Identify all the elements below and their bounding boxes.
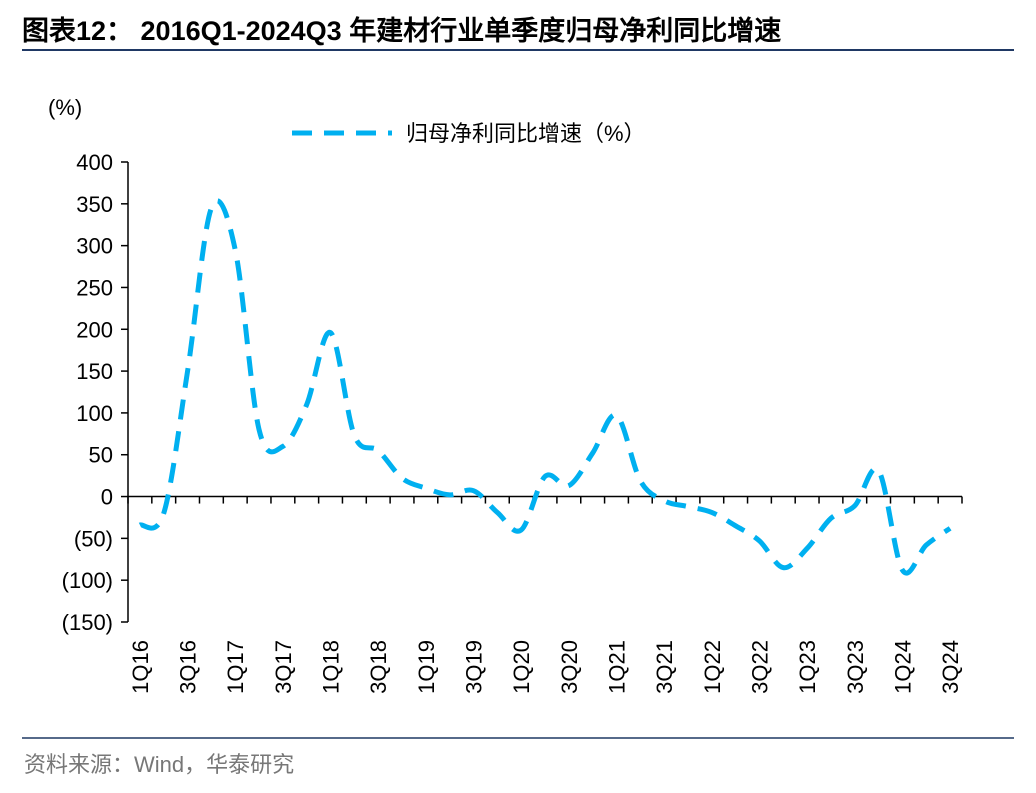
y-tick-label: 150 (76, 359, 113, 384)
y-tick-label: 400 (76, 150, 113, 175)
x-tick-label: 3Q24 (938, 640, 963, 694)
x-tick-label: 1Q23 (795, 640, 820, 694)
y-tick-label: 100 (76, 401, 113, 426)
y-tick-label: (150) (62, 610, 113, 635)
x-tick-label: 1Q19 (414, 640, 439, 694)
y-tick-label: 300 (76, 234, 113, 259)
x-tick-label: 3Q23 (843, 640, 868, 694)
x-tick-label: 3Q16 (176, 640, 201, 694)
x-tick-label: 1Q16 (128, 640, 153, 694)
y-tick-label: (100) (62, 568, 113, 593)
x-tick-label: 1Q24 (890, 640, 915, 694)
y-tick-label: 350 (76, 192, 113, 217)
x-tick-label: 3Q17 (271, 640, 296, 694)
y-tick-label: 200 (76, 317, 113, 342)
x-tick-label: 1Q18 (319, 640, 344, 694)
x-tick-label: 1Q20 (509, 640, 534, 694)
y-unit: (%) (48, 95, 82, 120)
x-tick-label: 3Q20 (557, 640, 582, 694)
x-tick-label: 3Q22 (747, 640, 772, 694)
x-tick-label: 3Q18 (366, 640, 391, 694)
series-line (138, 198, 952, 576)
y-tick-label: (50) (74, 526, 113, 551)
chart-title: 图表12： 2016Q1-2024Q3 年建材行业单季度归母净利同比增速 (22, 15, 781, 46)
y-tick-label: 0 (101, 485, 113, 510)
x-tick-label: 1Q22 (700, 640, 725, 694)
y-tick-label: 250 (76, 275, 113, 300)
legend-label: 归母净利同比增速（%） (406, 121, 646, 146)
x-tick-label: 3Q19 (462, 640, 487, 694)
y-tick-label: 50 (89, 443, 113, 468)
x-tick-label: 3Q21 (652, 640, 677, 694)
x-tick-label: 1Q17 (223, 640, 248, 694)
x-tick-label: 1Q21 (604, 640, 629, 694)
source: 资料来源：Wind，华泰研究 (24, 752, 294, 777)
